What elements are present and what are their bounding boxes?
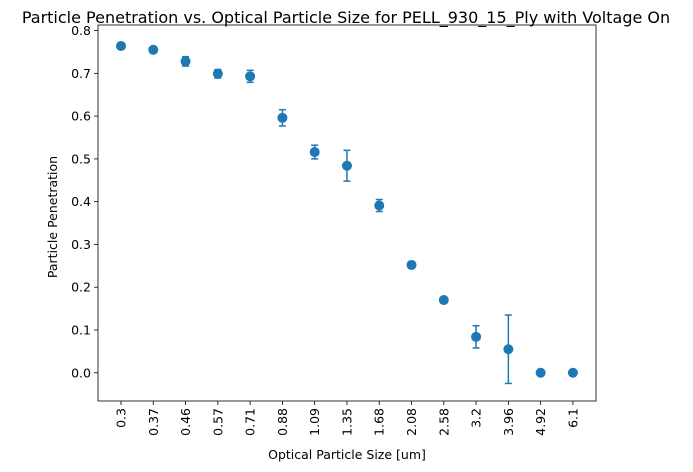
- data-marker: [438, 295, 449, 306]
- data-point: [116, 40, 126, 51]
- data-point: [438, 295, 449, 306]
- y-axis: 0.0 0.1 0.2 0.3 0.4 0.5 0.6 0.7 0.8: [71, 23, 98, 380]
- y-tick-label: 0.8: [71, 23, 91, 38]
- x-axis: 0.3 0.37 0.46 0.57 0.71 0.88 1.09 1.35 1.68 2.08 2…: [114, 401, 580, 436]
- data-marker: [116, 40, 126, 51]
- data-point: [309, 144, 320, 160]
- data-point: [212, 68, 223, 79]
- data-point: [245, 69, 256, 84]
- data-marker: [567, 367, 578, 378]
- data-marker: [148, 44, 159, 55]
- x-tick-label: 0.3: [114, 408, 129, 428]
- x-tick-label: 1.35: [339, 408, 354, 436]
- data-marker: [503, 344, 514, 355]
- y-tick-label: 0.0: [71, 365, 91, 380]
- data-marker: [309, 147, 320, 158]
- y-tick-label: 0.4: [71, 194, 91, 209]
- x-tick-label: 0.46: [178, 408, 193, 436]
- x-tick-label: 3.2: [469, 408, 484, 428]
- x-tick-label: 3.96: [501, 408, 516, 436]
- data-series: [116, 40, 578, 385]
- y-tick-label: 0.3: [71, 237, 91, 252]
- data-point: [567, 367, 578, 378]
- data-point: [471, 324, 482, 349]
- data-point: [374, 198, 385, 213]
- y-tick-label: 0.5: [71, 151, 91, 166]
- x-tick-label: 1.68: [372, 408, 387, 436]
- x-tick-label: 0.88: [275, 408, 290, 436]
- data-marker: [245, 71, 256, 82]
- y-tick-label: 0.1: [71, 322, 91, 337]
- x-tick-label: 6.1: [565, 408, 580, 428]
- data-point: [277, 108, 288, 127]
- x-tick-label: 2.58: [436, 408, 451, 436]
- data-marker: [180, 56, 191, 67]
- data-marker: [341, 160, 352, 171]
- data-point: [406, 259, 417, 270]
- y-tick-label: 0.2: [71, 280, 91, 295]
- x-tick-label: 0.71: [243, 408, 258, 436]
- data-marker: [212, 68, 223, 79]
- data-point: [180, 55, 191, 67]
- data-marker: [277, 112, 288, 123]
- x-tick-label: 4.92: [533, 408, 548, 436]
- y-tick-label: 0.7: [71, 66, 91, 81]
- data-point: [341, 149, 352, 182]
- data-point: [535, 367, 546, 378]
- y-tick-label: 0.6: [71, 109, 91, 124]
- data-marker: [374, 200, 385, 211]
- x-tick-label: 0.57: [210, 408, 225, 436]
- data-point: [503, 314, 514, 385]
- chart-title: Particle Penetration vs. Optical Particl…: [22, 8, 670, 28]
- x-tick-label: 2.08: [404, 408, 419, 436]
- data-marker: [471, 331, 482, 342]
- x-axis-label: Optical Particle Size [um]: [268, 447, 426, 462]
- data-marker: [406, 259, 417, 270]
- x-tick-label: 0.37: [146, 408, 161, 436]
- data-marker: [535, 367, 546, 378]
- y-axis-label: Particle Penetration: [45, 156, 60, 278]
- x-tick-label: 1.09: [307, 408, 322, 436]
- data-point: [148, 44, 159, 55]
